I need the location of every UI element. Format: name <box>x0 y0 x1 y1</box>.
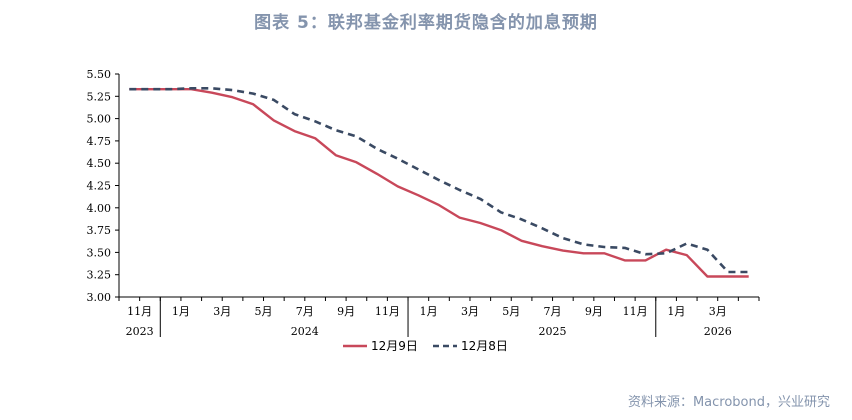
y-tick-label: 4.50 <box>87 157 112 170</box>
x-tick-label: 1月 <box>420 305 438 318</box>
x-tick-label: 3月 <box>213 305 231 318</box>
series-layer <box>129 87 749 278</box>
source-note: 资料来源：Macrobond，兴业研究 <box>627 395 830 410</box>
y-tick-label: 3.25 <box>87 269 112 282</box>
x-tick-label: 7月 <box>544 305 562 318</box>
x-tick-label: 3月 <box>709 305 727 318</box>
x-tick-label: 5月 <box>502 305 520 318</box>
x-tick-label: 7月 <box>296 305 314 318</box>
y-tick-label: 5.50 <box>87 68 112 81</box>
x-year-label: 2023 <box>126 325 154 338</box>
chart-title: 图表 5：联邦基金利率期货隐含的加息预期 <box>254 13 598 33</box>
series-line-1 <box>129 87 749 278</box>
legend: 12月9日 12月8日 <box>343 339 508 353</box>
y-tick-label: 3.00 <box>87 291 112 304</box>
x-year-label: 2026 <box>704 325 732 338</box>
x-tick-label: 5月 <box>255 305 273 318</box>
y-tick-label: 3.50 <box>87 246 112 259</box>
x-year-label: 2024 <box>291 325 319 338</box>
x-tick-label: 11月 <box>375 305 400 318</box>
x-tick-label: 11月 <box>127 305 152 318</box>
y-tick-label: 5.25 <box>87 90 112 103</box>
legend-label-1: 12月9日 <box>371 339 418 353</box>
x-tick-label: 9月 <box>585 305 603 318</box>
x-year-label: 2025 <box>539 325 567 338</box>
x-tick-label: 9月 <box>337 305 355 318</box>
y-tick-label: 4.75 <box>87 135 112 148</box>
x-tick-label: 1月 <box>172 305 190 318</box>
x-tick-label: 3月 <box>461 305 479 318</box>
series-line-2 <box>129 87 749 274</box>
y-tick-label: 5.00 <box>87 113 112 126</box>
axes: 5.50 5.25 5.00 4.75 4.50 4.25 4.00 3.75 3.50 3.25… <box>87 68 760 338</box>
y-tick-label: 3.75 <box>87 224 112 237</box>
x-tick-label: 11月 <box>623 305 648 318</box>
legend-label-2: 12月8日 <box>461 339 508 353</box>
y-tick-label: 4.25 <box>87 180 112 193</box>
y-tick-label: 4.00 <box>87 202 112 215</box>
x-tick-label: 1月 <box>667 305 685 318</box>
